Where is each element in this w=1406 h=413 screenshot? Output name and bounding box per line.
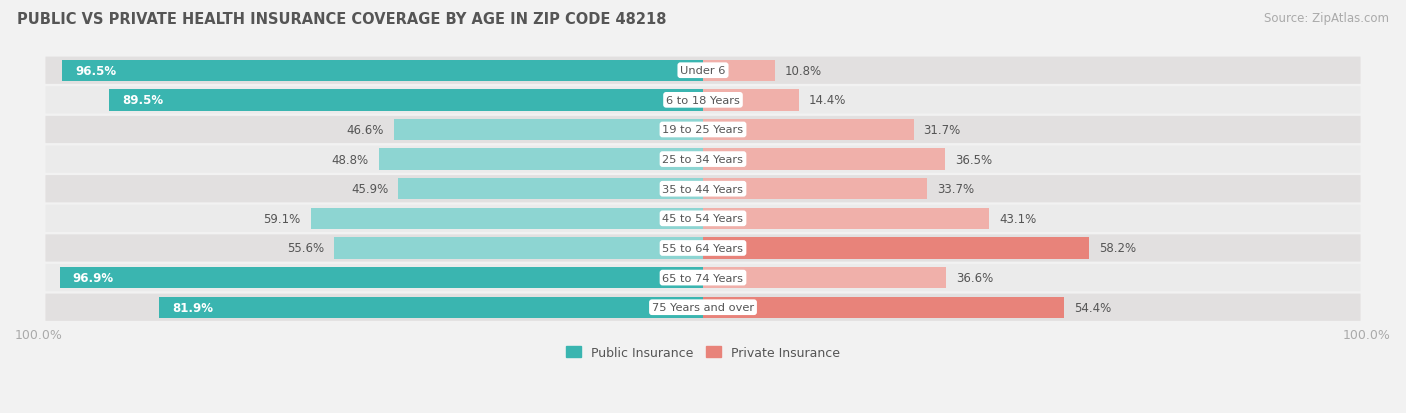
Bar: [59, 267, 703, 289]
Bar: [703, 60, 775, 82]
Text: 31.7%: 31.7%: [924, 123, 960, 137]
Text: 45 to 54 Years: 45 to 54 Years: [662, 214, 744, 224]
Bar: [703, 238, 1090, 259]
Bar: [108, 90, 703, 111]
FancyBboxPatch shape: [45, 116, 1361, 144]
Text: 25 to 34 Years: 25 to 34 Years: [662, 155, 744, 165]
Text: 81.9%: 81.9%: [173, 301, 214, 314]
Text: PUBLIC VS PRIVATE HEALTH INSURANCE COVERAGE BY AGE IN ZIP CODE 48218: PUBLIC VS PRIVATE HEALTH INSURANCE COVER…: [17, 12, 666, 27]
Text: 10.8%: 10.8%: [785, 64, 821, 78]
Legend: Public Insurance, Private Insurance: Public Insurance, Private Insurance: [561, 341, 845, 364]
FancyBboxPatch shape: [45, 235, 1361, 262]
Bar: [333, 238, 703, 259]
Bar: [703, 267, 946, 289]
Text: 45.9%: 45.9%: [352, 183, 388, 196]
Text: 54.4%: 54.4%: [1074, 301, 1112, 314]
Text: 35 to 44 Years: 35 to 44 Years: [662, 184, 744, 194]
Bar: [703, 119, 914, 141]
Bar: [703, 90, 799, 111]
FancyBboxPatch shape: [45, 146, 1361, 173]
Bar: [159, 297, 703, 318]
FancyBboxPatch shape: [45, 57, 1361, 85]
Text: 58.2%: 58.2%: [1099, 242, 1136, 255]
Text: 43.1%: 43.1%: [1000, 212, 1036, 225]
Bar: [62, 60, 703, 82]
Text: 96.9%: 96.9%: [73, 271, 114, 285]
FancyBboxPatch shape: [45, 87, 1361, 114]
Text: 89.5%: 89.5%: [122, 94, 163, 107]
Text: Source: ZipAtlas.com: Source: ZipAtlas.com: [1264, 12, 1389, 25]
Text: 55.6%: 55.6%: [287, 242, 323, 255]
Text: 55 to 64 Years: 55 to 64 Years: [662, 243, 744, 253]
FancyBboxPatch shape: [45, 176, 1361, 203]
Text: 75 Years and over: 75 Years and over: [652, 302, 754, 313]
FancyBboxPatch shape: [45, 294, 1361, 321]
Text: 33.7%: 33.7%: [936, 183, 974, 196]
Bar: [703, 208, 990, 230]
Text: 96.5%: 96.5%: [76, 64, 117, 78]
Bar: [703, 149, 945, 170]
Text: 59.1%: 59.1%: [263, 212, 301, 225]
Text: 36.6%: 36.6%: [956, 271, 993, 285]
Bar: [380, 149, 703, 170]
Text: 6 to 18 Years: 6 to 18 Years: [666, 95, 740, 106]
FancyBboxPatch shape: [45, 264, 1361, 292]
Text: Under 6: Under 6: [681, 66, 725, 76]
Bar: [703, 297, 1064, 318]
Bar: [398, 178, 703, 200]
Text: 65 to 74 Years: 65 to 74 Years: [662, 273, 744, 283]
Text: 36.5%: 36.5%: [955, 153, 993, 166]
Bar: [311, 208, 703, 230]
Text: 46.6%: 46.6%: [346, 123, 384, 137]
Text: 48.8%: 48.8%: [332, 153, 368, 166]
Bar: [394, 119, 703, 141]
FancyBboxPatch shape: [45, 205, 1361, 233]
Text: 14.4%: 14.4%: [808, 94, 846, 107]
Text: 19 to 25 Years: 19 to 25 Years: [662, 125, 744, 135]
Bar: [703, 178, 927, 200]
